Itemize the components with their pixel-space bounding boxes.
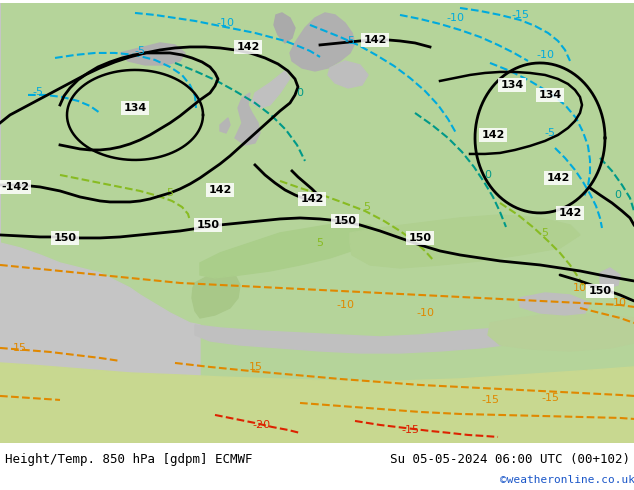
Text: 150: 150 (197, 220, 219, 230)
Polygon shape (600, 268, 620, 288)
Polygon shape (290, 13, 355, 71)
Text: 10: 10 (613, 298, 627, 308)
Text: 134: 134 (500, 80, 524, 90)
Text: 150: 150 (408, 233, 432, 243)
Text: -5: -5 (134, 46, 145, 56)
Text: 10: 10 (573, 283, 587, 293)
Polygon shape (252, 71, 290, 108)
Polygon shape (274, 13, 295, 43)
Polygon shape (0, 363, 634, 443)
Polygon shape (220, 118, 230, 133)
Text: ©weatheronline.co.uk: ©weatheronline.co.uk (500, 475, 634, 485)
Polygon shape (328, 61, 368, 88)
Text: -10: -10 (446, 13, 464, 23)
Text: 150: 150 (588, 286, 612, 296)
Text: 15: 15 (249, 362, 263, 372)
Polygon shape (350, 215, 580, 268)
Text: 0: 0 (297, 88, 304, 98)
Polygon shape (120, 43, 185, 65)
Text: 142: 142 (301, 194, 324, 204)
Polygon shape (192, 271, 240, 318)
Text: 142: 142 (559, 208, 581, 218)
Polygon shape (195, 325, 540, 353)
Polygon shape (235, 93, 260, 145)
Text: 0: 0 (484, 170, 491, 180)
Text: -5: -5 (32, 87, 44, 97)
Text: -5: -5 (344, 36, 356, 46)
Text: 15: 15 (13, 343, 27, 353)
Text: -10: -10 (416, 308, 434, 318)
Text: 142: 142 (236, 42, 260, 52)
Text: -15: -15 (401, 425, 419, 435)
Text: 5: 5 (316, 238, 323, 248)
Text: -5: -5 (545, 128, 555, 138)
Text: -10: -10 (536, 50, 554, 60)
Text: 5: 5 (167, 188, 174, 198)
Text: -15: -15 (541, 393, 559, 403)
Text: -15: -15 (481, 395, 499, 405)
Text: 5: 5 (541, 228, 548, 238)
Text: 142: 142 (363, 35, 387, 45)
Text: -20: -20 (253, 420, 271, 430)
Text: 134: 134 (124, 103, 146, 113)
Polygon shape (200, 223, 380, 278)
Text: 142: 142 (209, 185, 231, 195)
Text: 0: 0 (614, 190, 621, 200)
Text: 134: 134 (538, 90, 562, 100)
Text: 150: 150 (53, 233, 77, 243)
Text: 150: 150 (333, 216, 356, 226)
Text: 142: 142 (547, 173, 570, 183)
Polygon shape (0, 3, 200, 443)
Text: -15: -15 (511, 10, 529, 20)
Text: -142: -142 (1, 182, 29, 192)
Text: Su 05-05-2024 06:00 UTC (00+102): Su 05-05-2024 06:00 UTC (00+102) (390, 453, 630, 466)
Text: 142: 142 (481, 130, 505, 140)
Text: 5: 5 (363, 202, 370, 212)
Text: Height/Temp. 850 hPa [gdpm] ECMWF: Height/Temp. 850 hPa [gdpm] ECMWF (5, 453, 252, 466)
Text: -10: -10 (336, 300, 354, 310)
Polygon shape (520, 293, 590, 315)
Text: -10: -10 (216, 18, 234, 28)
Polygon shape (488, 313, 634, 351)
